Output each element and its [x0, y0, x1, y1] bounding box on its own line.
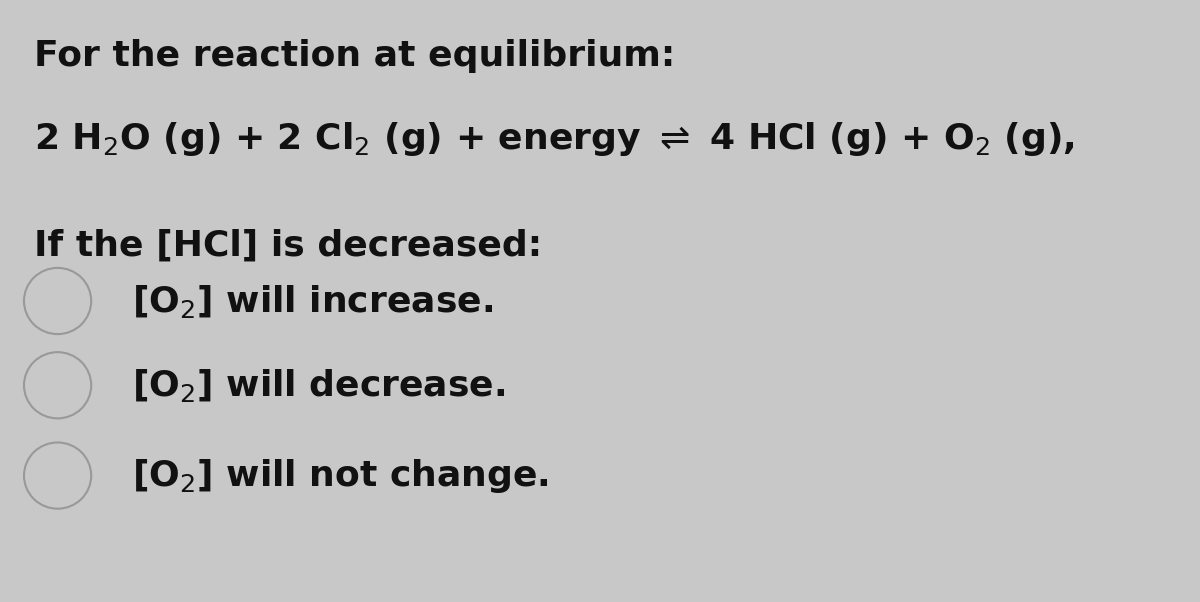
Text: If the [HCl] is decreased:: If the [HCl] is decreased: [34, 229, 541, 262]
Text: [O$_2$] will not change.: [O$_2$] will not change. [132, 456, 548, 495]
Text: For the reaction at equilibrium:: For the reaction at equilibrium: [34, 39, 674, 73]
Text: 2 H$_2$O (g) + 2 Cl$_2$ (g) + energy $\rightleftharpoons$ 4 HCl (g) + O$_2$ (g),: 2 H$_2$O (g) + 2 Cl$_2$ (g) + energy $\r… [34, 120, 1074, 158]
Text: [O$_2$] will decrease.: [O$_2$] will decrease. [132, 367, 505, 404]
Text: [O$_2$] will increase.: [O$_2$] will increase. [132, 282, 493, 320]
